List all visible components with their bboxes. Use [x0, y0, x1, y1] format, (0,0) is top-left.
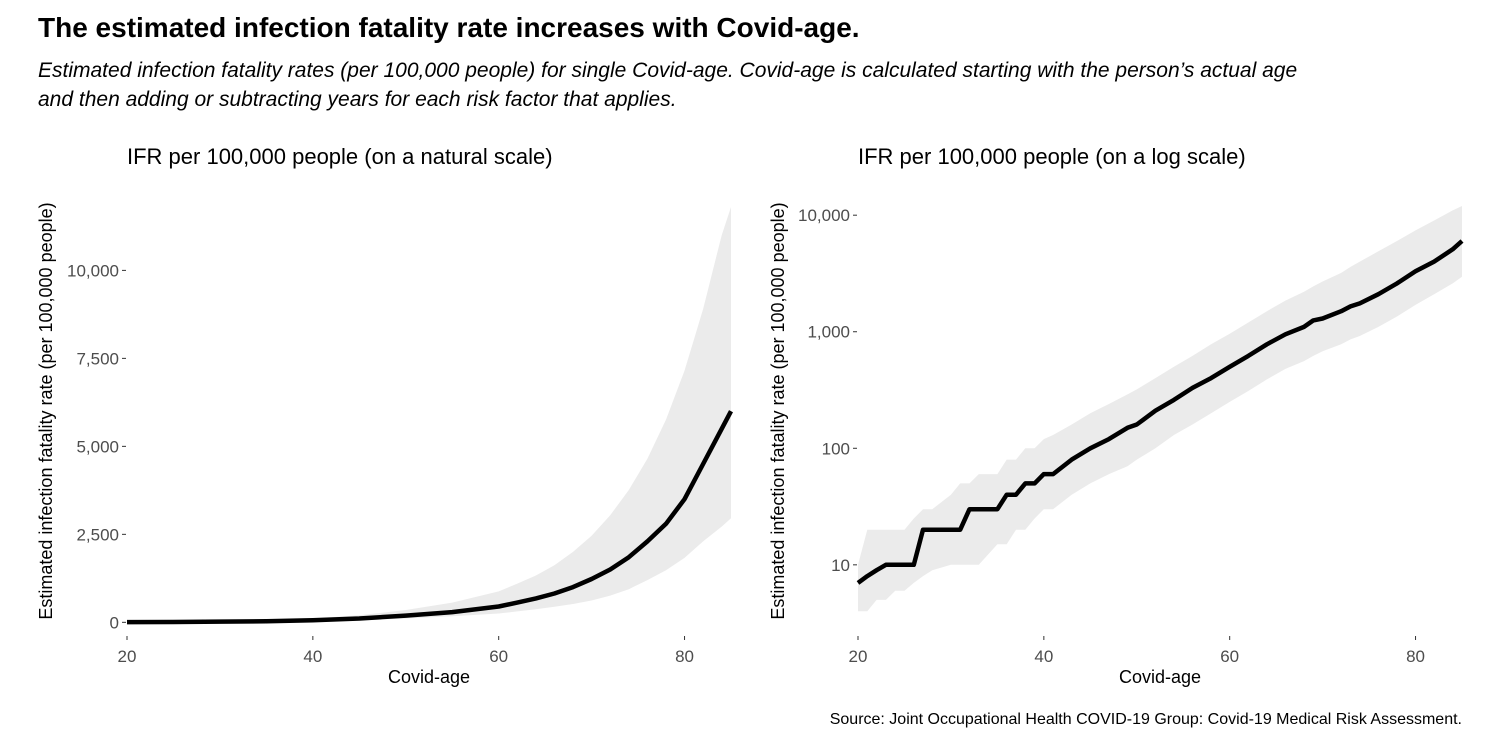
right-y-axis-label: Estimated infection fatality rate (per 1… — [768, 202, 788, 619]
right-x-tick-label: 20 — [849, 647, 868, 666]
right-x-tick-label: 40 — [1034, 647, 1053, 666]
chart-subtitle: Estimated infection fatality rates (per … — [38, 59, 1298, 111]
left-y-tick-label: 5,000 — [76, 437, 119, 456]
right-x-axis-label: Covid-age — [1119, 667, 1201, 687]
right-ifr-line — [856, 239, 1464, 585]
right-y-tick-label: 10,000 — [798, 206, 850, 225]
left-y-tick-label: 0 — [110, 613, 119, 632]
left-x-axis-label: Covid-age — [388, 667, 470, 687]
left-x-tick-label: 60 — [489, 647, 508, 666]
left-y-axis-label: Estimated infection fatality rate (per 1… — [36, 202, 56, 619]
right-y-tick-label: 100 — [822, 439, 850, 458]
left-x-tick-label: 20 — [118, 647, 137, 666]
left-y-tick-label: 2,500 — [76, 525, 119, 544]
source-note: Source: Joint Occupational Health COVID-… — [829, 711, 1462, 728]
right-panel-title: IFR per 100,000 people (on a log scale) — [858, 144, 1246, 169]
right-y-tick-label: 1,000 — [807, 323, 850, 342]
natural-scale-panel: Estimated infection fatality rate (per 1… — [36, 202, 733, 687]
left-ifr-line — [126, 410, 733, 625]
right-y-tick-label: 10 — [831, 556, 850, 575]
right-x-tick-label: 80 — [1406, 647, 1425, 666]
left-x-tick-label: 80 — [675, 647, 694, 666]
chart-main-title: The estimated infection fatality rate in… — [38, 12, 860, 43]
log-scale-panel: Estimated infection fatality rate (per 1… — [768, 202, 1464, 687]
left-x-tick-label: 40 — [303, 647, 322, 666]
right-x-tick-label: 60 — [1220, 647, 1239, 666]
left-panel-title: IFR per 100,000 people (on a natural sca… — [127, 144, 553, 169]
left-confidence-band — [127, 207, 731, 623]
left-y-tick-label: 10,000 — [67, 261, 119, 280]
left-y-tick-label: 7,500 — [76, 349, 119, 368]
